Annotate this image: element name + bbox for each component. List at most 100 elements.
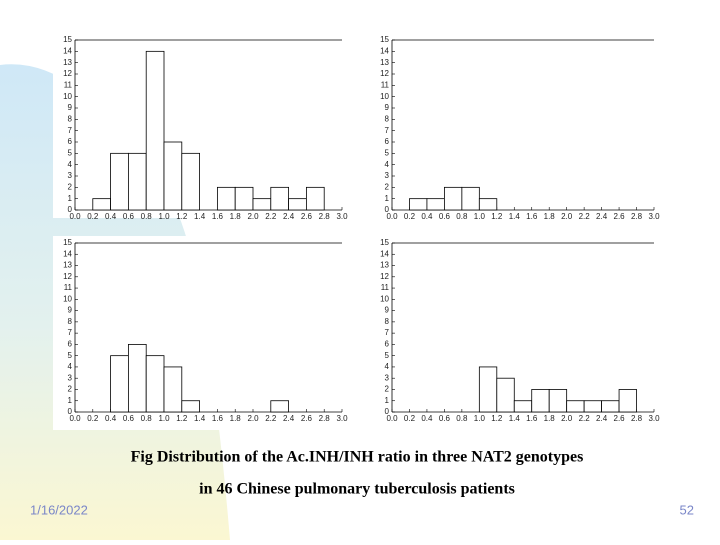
x-tick-label: 1.0 — [474, 414, 486, 423]
x-tick-label: 2.0 — [561, 414, 573, 423]
y-tick-label: 13 — [380, 261, 389, 270]
bar — [618, 389, 637, 413]
y-tick-label: 15 — [380, 35, 389, 44]
y-tick-label: 1 — [68, 194, 73, 203]
x-tick-label: 1.4 — [509, 212, 521, 221]
y-tick-label: 0 — [385, 407, 390, 416]
bar — [181, 400, 201, 413]
y-tick-label: 12 — [380, 272, 389, 281]
y-tick-label: 9 — [385, 306, 390, 315]
bar — [288, 198, 307, 211]
y-tick-label: 8 — [385, 317, 390, 326]
x-tick-label: 0.2 — [87, 414, 99, 423]
y-tick-label: 11 — [381, 80, 390, 89]
bar — [270, 400, 289, 413]
panel-background — [53, 33, 349, 218]
y-tick-label: 2 — [385, 182, 390, 191]
y-tick-label: 1 — [68, 396, 73, 405]
bar — [496, 377, 515, 413]
y-tick-label: 10 — [380, 92, 389, 101]
y-tick-label: 15 — [63, 238, 72, 247]
x-tick-label: 0.4 — [421, 212, 433, 221]
y-tick-label: 14 — [380, 249, 389, 258]
x-tick-label: 0.2 — [87, 212, 99, 221]
y-tick-label: 3 — [68, 171, 73, 180]
y-tick-label: 8 — [68, 317, 73, 326]
x-tick-label: 1.2 — [491, 212, 503, 221]
bar — [181, 152, 201, 211]
x-tick-label: 1.6 — [212, 212, 224, 221]
bar — [163, 141, 183, 211]
y-tick-label: 14 — [380, 46, 389, 55]
x-tick-label: 0.8 — [456, 212, 468, 221]
y-tick-label: 12 — [63, 272, 72, 281]
x-tick-label: 0.6 — [123, 212, 135, 221]
x-tick-label: 2.6 — [614, 212, 626, 221]
x-tick-label: 2.2 — [579, 212, 591, 221]
x-tick-label: 2.0 — [561, 212, 573, 221]
x-tick-label: 0.8 — [456, 414, 468, 423]
y-tick-label: 14 — [63, 46, 72, 55]
x-tick-label: 2.2 — [579, 414, 591, 423]
bar — [426, 198, 445, 211]
bar — [478, 366, 498, 413]
x-tick-label: 1.8 — [544, 212, 556, 221]
y-tick-label: 11 — [64, 80, 73, 89]
y-tick-label: 2 — [68, 182, 73, 191]
bar — [252, 198, 272, 211]
x-tick-label: 2.2 — [265, 414, 277, 423]
y-tick-label: 13 — [63, 58, 72, 67]
x-tick-label: 2.0 — [247, 414, 259, 423]
y-tick-label: 12 — [380, 69, 389, 78]
x-tick-label: 1.8 — [230, 212, 242, 221]
y-tick-label: 5 — [68, 148, 73, 157]
y-tick-label: 8 — [385, 114, 390, 123]
x-tick-label: 1.2 — [176, 414, 188, 423]
y-tick-label: 5 — [385, 351, 390, 360]
y-tick-label: 5 — [385, 148, 390, 157]
x-tick-label: 1.6 — [212, 414, 224, 423]
y-tick-label: 4 — [68, 362, 73, 371]
x-tick-label: 2.6 — [614, 414, 626, 423]
y-tick-label: 2 — [68, 385, 73, 394]
x-tick-label: 3.0 — [336, 212, 348, 221]
y-tick-label: 0 — [68, 407, 73, 416]
y-tick-label: 6 — [68, 340, 73, 349]
x-tick-label: 0.6 — [439, 212, 451, 221]
y-tick-label: 13 — [63, 261, 72, 270]
date: 1/16/2022 — [30, 502, 88, 517]
x-tick-label: 1.8 — [230, 414, 242, 423]
y-tick-label: 1 — [385, 396, 390, 405]
x-tick-label: 0.0 — [69, 414, 81, 423]
bar — [601, 400, 620, 413]
y-tick-label: 9 — [385, 103, 390, 112]
y-tick-label: 10 — [63, 92, 72, 101]
bar — [110, 355, 129, 413]
y-tick-label: 11 — [64, 283, 73, 292]
x-tick-label: 0.6 — [439, 414, 451, 423]
x-tick-label: 1.4 — [509, 414, 521, 423]
x-tick-label: 2.4 — [596, 414, 608, 423]
bar — [163, 366, 183, 413]
bar — [234, 186, 254, 211]
y-tick-label: 6 — [385, 137, 390, 146]
x-tick-label: 0.0 — [69, 212, 81, 221]
x-tick-label: 1.4 — [194, 212, 206, 221]
bar — [216, 186, 236, 211]
x-tick-label: 0.8 — [141, 414, 153, 423]
bar — [145, 355, 165, 413]
bar — [461, 186, 480, 211]
y-tick-label: 8 — [68, 114, 73, 123]
y-tick-label: 5 — [68, 351, 73, 360]
x-tick-label: 1.8 — [544, 414, 556, 423]
bar — [443, 186, 463, 211]
y-tick-label: 6 — [68, 137, 73, 146]
bar — [478, 198, 498, 211]
y-tick-label: 7 — [385, 328, 390, 337]
x-tick-label: 1.2 — [491, 414, 503, 423]
x-tick-label: 3.0 — [336, 414, 348, 423]
x-tick-label: 1.6 — [526, 414, 538, 423]
bar — [305, 186, 325, 211]
